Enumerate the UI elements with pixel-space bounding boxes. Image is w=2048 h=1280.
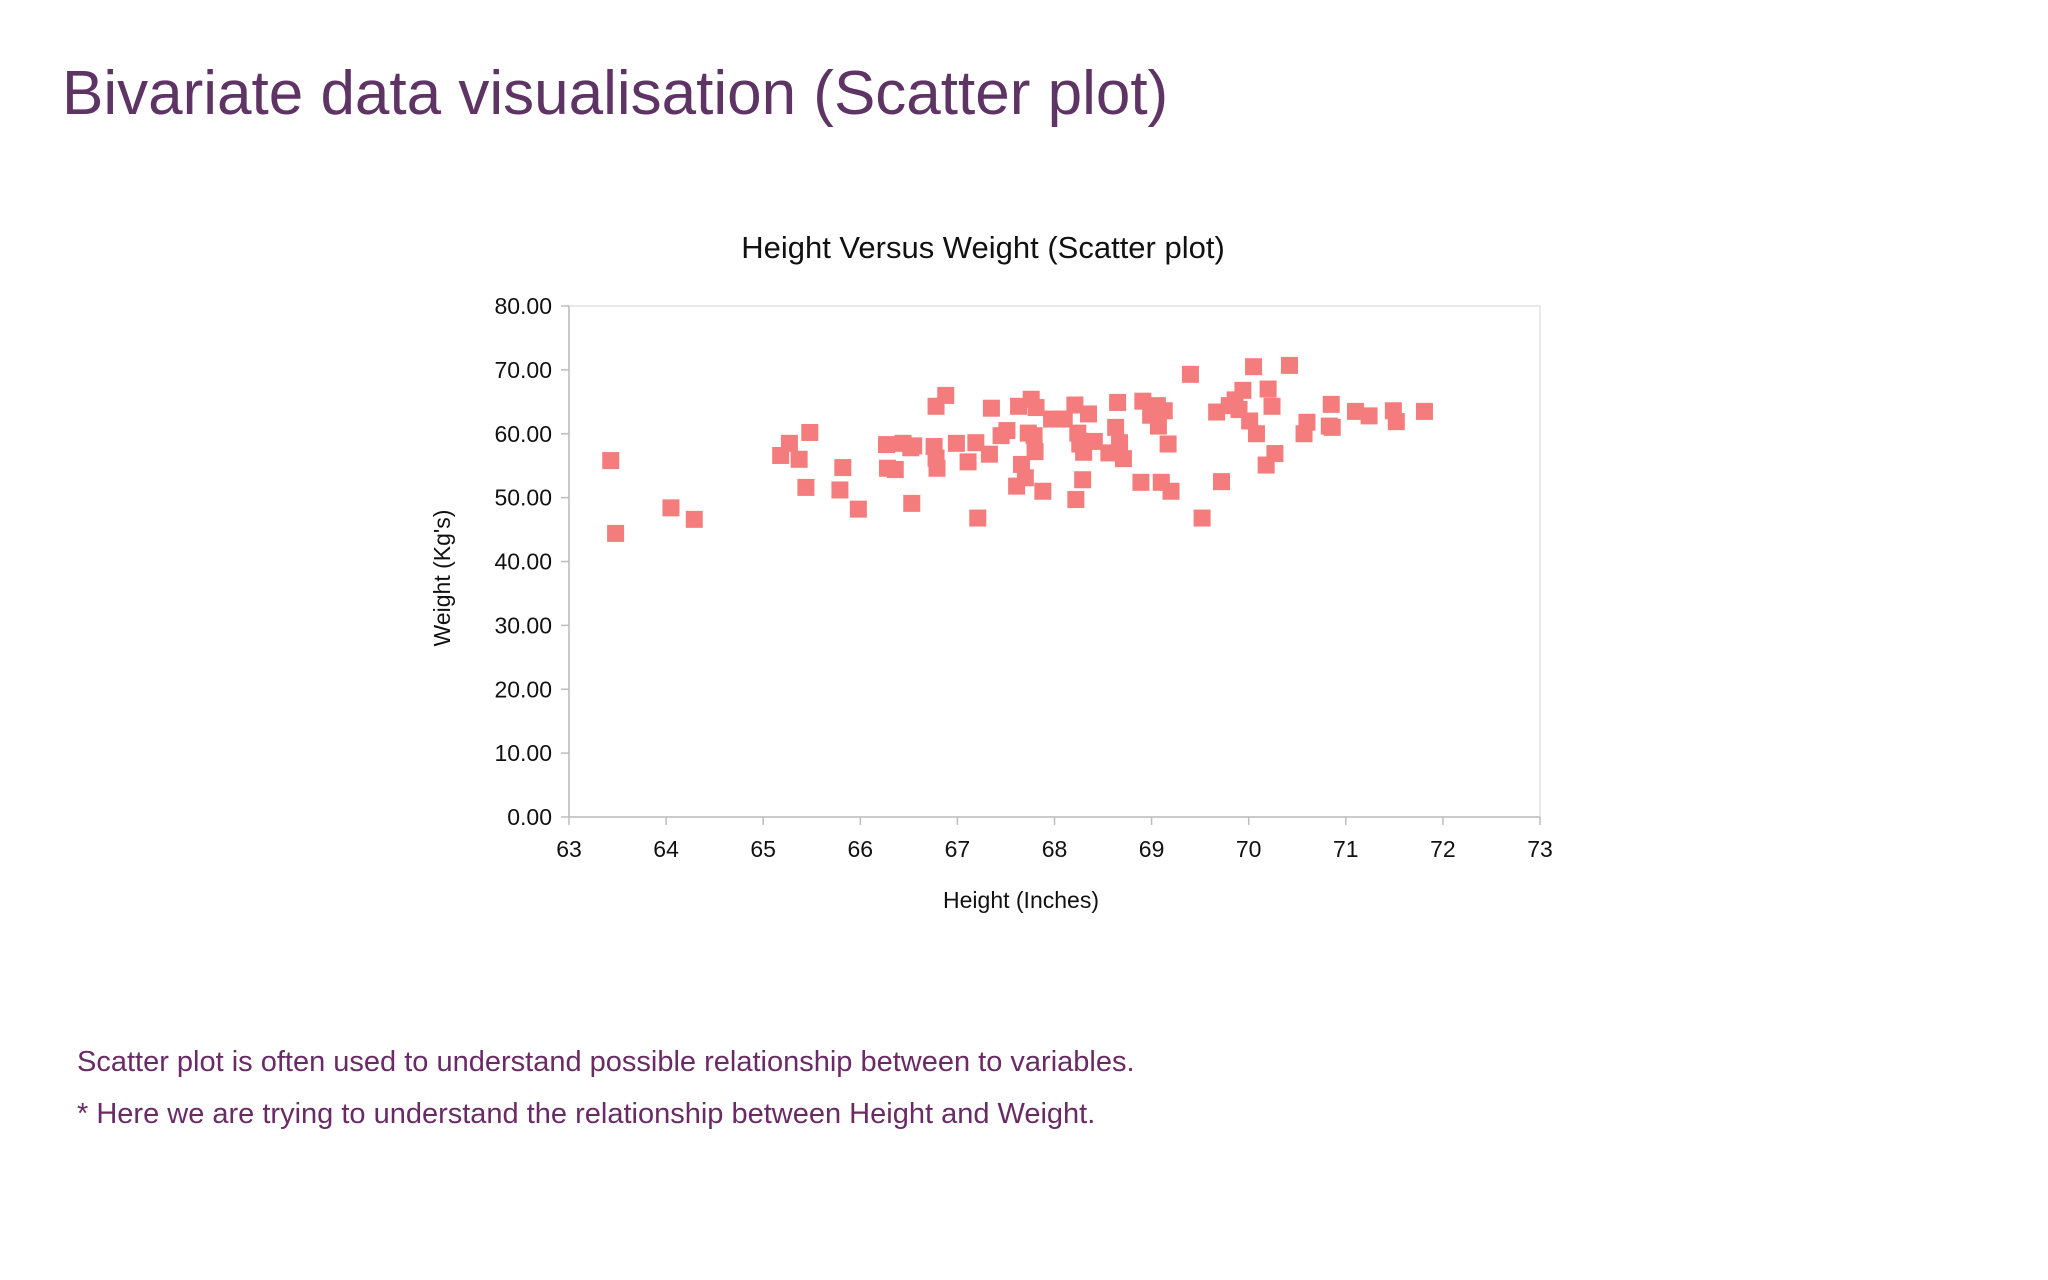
data-point [1155,402,1173,420]
y-tick-label: 20.00 [494,676,552,702]
x-axis-ticks: 63 64 65 66 67 68 69 70 71 72 73 [556,817,1553,862]
data-point [1181,365,1199,383]
scatter-chart: Height Versus Weight (Scatter plot) 0.00… [429,230,1553,913]
data-point [967,434,985,452]
y-tick-label: 30.00 [494,612,552,638]
data-point [849,500,867,518]
y-tick-label: 50.00 [494,485,552,511]
data-point [1280,356,1298,374]
data-point [1034,482,1052,500]
slide-title: Bivariate data visualisation (Scatter pl… [62,59,1169,128]
data-point [1132,473,1150,491]
x-tick-label: 68 [1042,836,1068,862]
data-point [607,524,625,542]
data-point [1241,412,1259,430]
data-point [831,481,849,499]
x-tick-label: 66 [848,836,874,862]
y-tick-label: 70.00 [494,357,552,383]
data-point [790,450,808,468]
data-point [1322,395,1340,413]
data-point [1085,432,1103,450]
data-point [1074,471,1092,489]
data-point [1012,455,1030,473]
data-points [602,356,1433,542]
y-axis-ticks: 0.00 10.00 20.00 30.00 40.00 50.00 60.00 70.00 8… [494,293,569,830]
data-point [1193,509,1211,527]
data-point [998,422,1016,440]
data-point [980,445,998,463]
data-point [1107,418,1125,436]
note-scatter-purpose: Scatter plot is often used to understand… [77,1046,1135,1078]
data-point [1266,445,1284,463]
data-point [1016,469,1034,487]
x-tick-label: 69 [1139,836,1165,862]
data-point [1360,407,1378,425]
data-point [1298,413,1316,431]
plot-area [568,305,1541,818]
plot-border [568,305,1541,818]
data-point [1245,358,1263,376]
data-point [928,459,946,477]
data-point [982,399,1000,417]
data-point [969,509,987,527]
x-tick-label: 73 [1527,836,1553,862]
note-height-weight: * Here we are trying to understand the r… [77,1098,1096,1130]
x-tick-label: 64 [653,836,679,862]
x-tick-label: 72 [1430,836,1456,862]
x-axis-label: Height (Inches) [943,887,1099,913]
y-tick-label: 80.00 [494,293,552,319]
data-point [1027,399,1045,417]
data-point [1263,397,1281,415]
x-tick-label: 67 [945,836,971,862]
chart-title: Height Versus Weight (Scatter plot) [741,230,1225,265]
data-point [1149,417,1167,435]
data-point [780,434,798,452]
data-point [1109,393,1127,411]
data-point [1055,410,1073,428]
data-point [1079,405,1097,423]
data-point [905,437,923,455]
data-point [886,461,904,479]
data-point [1067,491,1085,509]
x-tick-label: 70 [1236,836,1262,862]
data-point [834,459,852,477]
x-tick-label: 71 [1333,836,1359,862]
data-point [1234,381,1252,399]
data-point [937,386,955,404]
data-point [1134,392,1152,410]
data-point [1323,418,1341,436]
y-tick-label: 40.00 [494,549,552,575]
y-tick-label: 10.00 [494,740,552,766]
data-point [662,499,680,517]
data-point [685,510,703,528]
data-point [1025,427,1043,445]
data-point [947,434,965,452]
y-axis-label: Weight (Kg's) [429,510,455,647]
data-point [1162,482,1180,500]
data-point [602,452,620,470]
data-point [1111,434,1129,452]
x-tick-label: 65 [750,836,776,862]
data-point [1026,443,1044,461]
data-point [1114,450,1132,468]
data-point [801,423,819,441]
data-point [1415,402,1433,420]
y-tick-label: 0.00 [507,804,552,830]
data-point [1213,473,1231,491]
data-point [1347,402,1365,420]
data-point [1159,435,1177,453]
data-point [1387,413,1405,431]
data-point [1066,396,1084,414]
data-point [1247,425,1265,443]
data-point [959,453,977,471]
data-point [878,436,896,454]
data-point [1259,380,1277,398]
data-point [903,494,921,512]
y-tick-label: 60.00 [494,421,552,447]
x-tick-label: 63 [556,836,582,862]
data-point [797,478,815,496]
